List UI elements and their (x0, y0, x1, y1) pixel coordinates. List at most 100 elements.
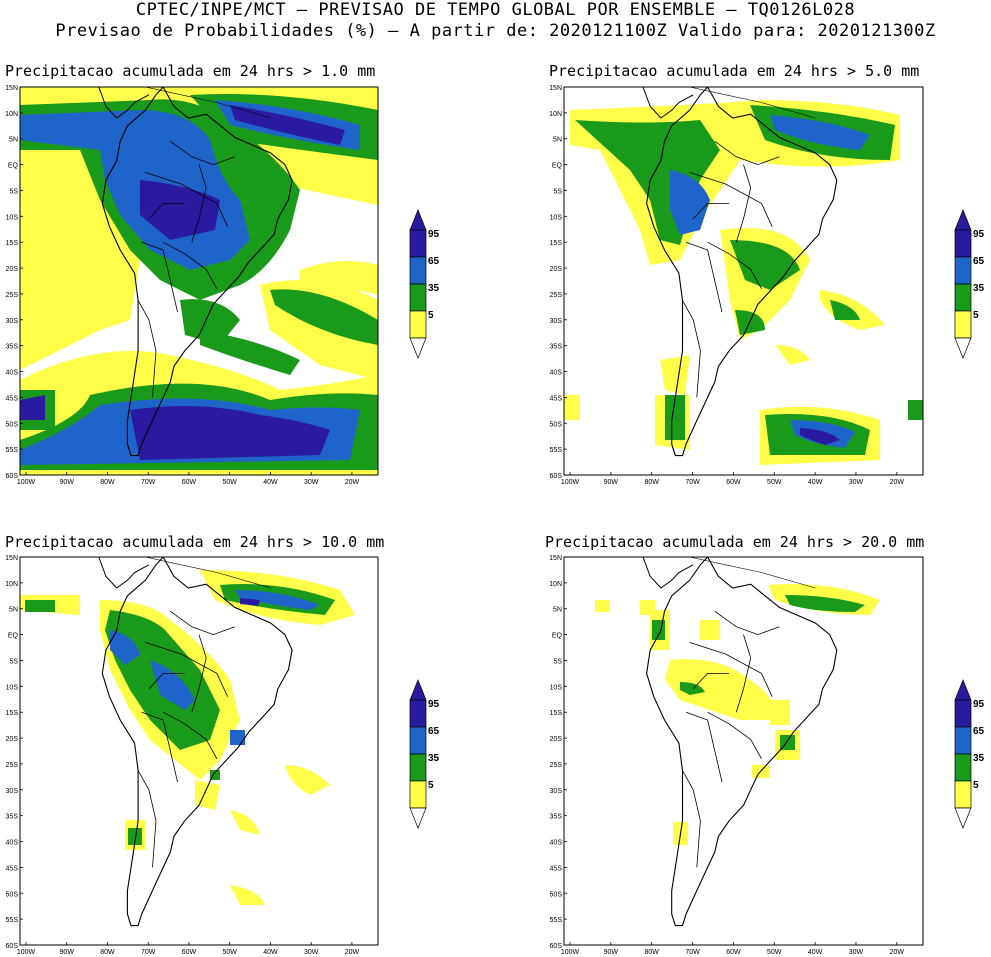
map-axes: 15N 10N 5N EQ 5S 10S 15S 20S 25S 30S 35S 40S 45S 50S 5… (549, 555, 904, 956)
south-america-outline (98, 557, 293, 927)
coastline-path (685, 711, 723, 783)
lat-tick-label: 60S (6, 943, 19, 950)
map-axes: 15N 10N 5N EQ 5S 10S 15S 20S 25S 30S 35S 40S 45S 50S 5… (549, 85, 904, 486)
coastline-path (642, 87, 694, 119)
coastline-path (689, 172, 773, 227)
legend-cap-top (954, 209, 972, 231)
lon-tick-label: 30W (304, 479, 319, 486)
probability-fields (20, 87, 378, 475)
lat-tick-label: 55S (550, 447, 563, 454)
lon-tick-label: 20W (345, 479, 360, 486)
lat-tick-label: 10N (5, 581, 18, 588)
lat-tick-label: 25S (6, 762, 19, 769)
panel-title-10mm: Precipitacao acumulada em 24 hrs > 10.0 … (5, 533, 385, 551)
legend-label: 5 (428, 780, 434, 791)
legend-swatch (954, 283, 972, 312)
coastline-path (682, 770, 701, 868)
coastline-path (689, 87, 816, 119)
legend-swatch (409, 753, 427, 782)
lat-tick-label: 50S (550, 891, 563, 898)
map-axes: 15N 10N 5N EQ 5S 10S 15S 20S 25S 30S 35S 40S 45S 50S 5… (5, 555, 359, 956)
lat-tick-label: 10S (550, 214, 563, 221)
figure-title-line1: CPTEC/INPE/MCT – PREVISAO DE TEMPO GLOBA… (135, 0, 856, 20)
coastline-path (191, 164, 207, 243)
coastline-path (145, 87, 271, 119)
lat-tick-label: 35S (6, 344, 19, 351)
coastline-path (191, 634, 207, 713)
coastline-path (163, 241, 218, 289)
legend-label: 65 (973, 726, 985, 737)
legend-label: 35 (428, 283, 440, 294)
legend-colorbar: 95 65 35 5 (409, 679, 440, 829)
legend-label: 95 (973, 699, 985, 710)
lon-tick-label: 60W (726, 949, 741, 956)
probability-fields (595, 584, 880, 845)
lat-tick-label: 10S (6, 684, 19, 691)
legend-swatch (409, 283, 427, 312)
lat-tick-label: 25S (6, 292, 19, 299)
lat-tick-label: 5N (9, 607, 18, 614)
lon-tick-label: 100W (561, 479, 580, 486)
lon-tick-label: 70W (141, 949, 156, 956)
map-panel-10mm: 15N 10N 5N EQ 5S 10S 15S 20S 25S 30S 35S 40S 45S 50S 5… (5, 555, 379, 956)
lat-tick-label: 5S (553, 188, 562, 195)
coastline-path (689, 557, 816, 589)
lat-tick-label: 20S (550, 736, 563, 743)
map-frame (19, 86, 379, 476)
south-america-outline (98, 87, 293, 457)
lon-tick-label: 90W (604, 949, 619, 956)
legend-label: 35 (973, 753, 985, 764)
lon-tick-label: 80W (645, 949, 660, 956)
coastline-path (163, 711, 218, 759)
legend-label: 65 (973, 256, 985, 267)
south-america-outline (642, 557, 838, 927)
coastline-path (642, 557, 694, 589)
coastline-path (145, 642, 228, 697)
lon-tick-label: 80W (100, 949, 115, 956)
lat-tick-label: 45S (6, 395, 19, 402)
lat-tick-label: 45S (6, 865, 19, 872)
legend-cap-bottom (954, 337, 972, 359)
lon-tick-label: 60W (726, 479, 741, 486)
legend-swatch (954, 753, 972, 782)
legend-swatch (954, 256, 972, 285)
coastline-path (692, 673, 730, 690)
legend-cap-bottom (954, 807, 972, 829)
coastline-path (145, 557, 271, 589)
lat-tick-label: 10N (549, 111, 562, 118)
lat-tick-label: 60S (6, 473, 19, 480)
lon-tick-label: 40W (808, 479, 823, 486)
lat-tick-label: 15N (549, 85, 562, 92)
lat-tick-label: 15S (6, 240, 19, 247)
legend-label: 35 (428, 753, 440, 764)
lon-tick-label: 100W (17, 479, 36, 486)
lon-tick-label: 100W (561, 949, 580, 956)
lat-tick-label: 60S (550, 943, 563, 950)
legend-swatch (409, 229, 427, 258)
coastline-path (137, 770, 157, 868)
legend-cap-bottom (409, 337, 427, 359)
lon-tick-label: 80W (645, 479, 660, 486)
south-america-outline (642, 87, 838, 457)
coastline-path (682, 300, 701, 398)
legend-cap-bottom (409, 807, 427, 829)
coastline-path (714, 140, 780, 166)
lon-tick-label: 40W (263, 479, 278, 486)
lat-tick-label: 45S (550, 395, 563, 402)
coastline-path (170, 610, 235, 636)
coastline-path (148, 203, 185, 220)
lat-tick-label: 30S (6, 788, 19, 795)
legend-swatch (954, 310, 972, 339)
legend-swatch (409, 780, 427, 809)
panel-title-20mm: Precipitacao acumulada em 24 hrs > 20.0 … (545, 533, 925, 551)
lat-tick-label: EQ (8, 163, 19, 170)
legend-label: 65 (428, 726, 440, 737)
lat-tick-label: 30S (550, 788, 563, 795)
coastline-path (145, 172, 228, 227)
legend-swatch (954, 780, 972, 809)
lat-tick-label: EQ (552, 633, 563, 640)
coastline-path (141, 241, 178, 313)
legend-label: 65 (428, 256, 440, 267)
lat-tick-label: 15N (5, 555, 18, 562)
lon-tick-label: 20W (345, 949, 360, 956)
